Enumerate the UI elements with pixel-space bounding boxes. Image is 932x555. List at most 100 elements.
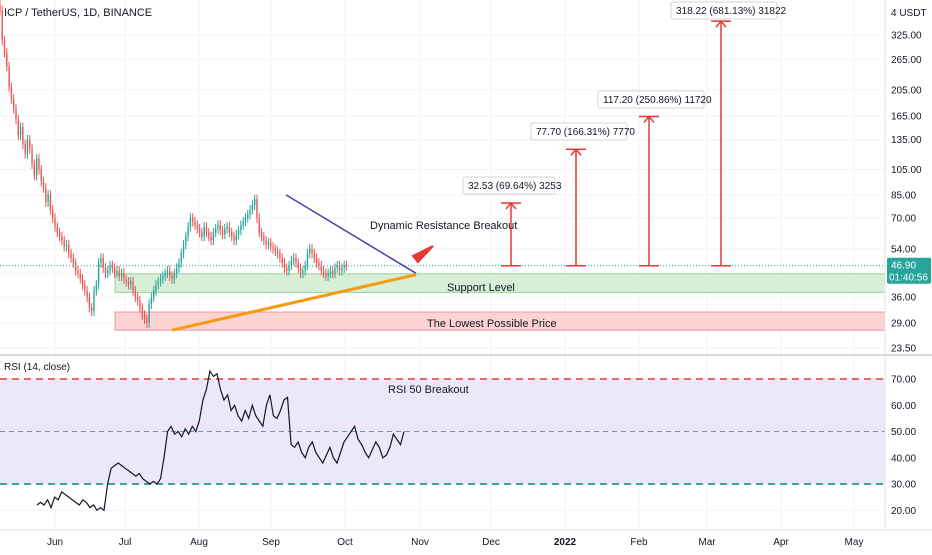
candle-body [22, 127, 24, 145]
candle-body [88, 297, 91, 308]
candle-body [292, 258, 295, 261]
candle-body [12, 98, 15, 109]
price-tick-label: 165.00 [891, 111, 922, 122]
candle-body [286, 268, 288, 271]
breakout-arrow [411, 245, 434, 264]
target-arrowhead [715, 19, 727, 28]
candle-body [311, 248, 313, 254]
candle-body [217, 224, 219, 229]
candle-body [288, 265, 290, 271]
candle-body [313, 253, 316, 259]
candle-body [29, 139, 31, 149]
candle-body [226, 226, 228, 229]
time-tick-label: Jun [47, 537, 63, 548]
candle-body [187, 226, 189, 237]
time-tick-label: Oct [337, 537, 353, 548]
time-tick-label: May [845, 537, 864, 548]
candle-body [40, 169, 42, 182]
target-arrowhead [643, 115, 655, 123]
candle-body [141, 307, 143, 316]
targets [501, 19, 731, 267]
candle-body [148, 304, 150, 323]
candle-body [192, 217, 194, 222]
candle-body [258, 217, 260, 233]
candle-body [180, 253, 182, 263]
candle-body [235, 234, 238, 241]
candle-body [272, 246, 274, 249]
candle-body [196, 224, 198, 229]
candle-body [24, 144, 26, 154]
candle-body [338, 265, 341, 271]
price-tick-label: 325.00 [891, 31, 922, 42]
candle-body [341, 268, 343, 271]
price-tick-label: 70.00 [891, 213, 916, 224]
price-tick-label: 205.00 [891, 85, 922, 96]
candle-body [56, 226, 58, 233]
rsi-tick-label: 20.00 [891, 506, 916, 517]
candle-body [244, 217, 247, 222]
time-tick-label: Mar [698, 537, 716, 548]
currency-label[interactable]: 4 USDT [891, 8, 927, 19]
candle-body [182, 244, 185, 254]
time-tick-label: Nov [411, 537, 429, 548]
candle-body [132, 281, 134, 291]
candle-body [242, 221, 244, 225]
candle-body [74, 262, 77, 271]
candle-body [109, 265, 111, 271]
candle-body [104, 268, 107, 274]
candle-body [267, 242, 270, 245]
candle-body [214, 228, 217, 233]
candle-body [162, 276, 164, 279]
candle-body [107, 270, 109, 274]
candle-body [175, 268, 178, 274]
rsi-breakout-label: RSI 50 Breakout [388, 384, 469, 396]
support-level-label: Support Level [447, 282, 515, 294]
candle-body [152, 290, 155, 298]
candle-body [299, 268, 302, 274]
candle-body [77, 270, 79, 274]
candle-body [281, 258, 283, 263]
time-tick-label: Dec [482, 537, 500, 548]
axes: 325.00 265.00 205.00 165.00 135.00 105.00 85.0… [47, 31, 922, 549]
candle-body [221, 230, 224, 235]
candle-body [143, 315, 146, 319]
symbol-title[interactable]: ICP / TetherUS, 1D, BINANCE [4, 7, 152, 19]
candle-body [68, 244, 70, 254]
candle-body [331, 270, 334, 274]
candle-body [302, 270, 304, 274]
candle-body [116, 270, 118, 274]
candle-body [270, 242, 272, 247]
candle-body [201, 232, 203, 237]
candle-body [203, 226, 205, 237]
candle-body [159, 278, 162, 282]
candle-body [49, 194, 52, 210]
candle-body [42, 181, 45, 189]
candle-body [169, 270, 171, 277]
candle-body [1, 10, 3, 41]
candle-body [136, 297, 139, 301]
price-badge[interactable]: 46.90 01:40:56 [887, 257, 931, 284]
candle-body [306, 253, 309, 266]
candle-body [0, 4, 1, 11]
time-tick-label: Apr [773, 537, 789, 548]
target-arrowhead [505, 201, 517, 210]
candle-body [157, 281, 159, 285]
candle-body [210, 236, 212, 241]
time-tick-label: Sep [262, 537, 280, 548]
candle-body [102, 258, 104, 269]
candle-body [297, 262, 299, 269]
time-tick-label: Aug [190, 537, 208, 548]
candle-body [178, 262, 180, 269]
rsi-tick-label: 50.00 [891, 427, 916, 438]
candle-body [304, 265, 306, 271]
candle-body [166, 270, 169, 274]
candle-body [65, 244, 68, 247]
candle-body [325, 273, 327, 277]
candle-body [120, 273, 123, 277]
rsi-title[interactable]: RSI (14, close) [4, 362, 70, 373]
candle-body [8, 66, 10, 88]
rsi-panel [0, 369, 885, 512]
lowest-price-label: The Lowest Possible Price [427, 318, 557, 330]
